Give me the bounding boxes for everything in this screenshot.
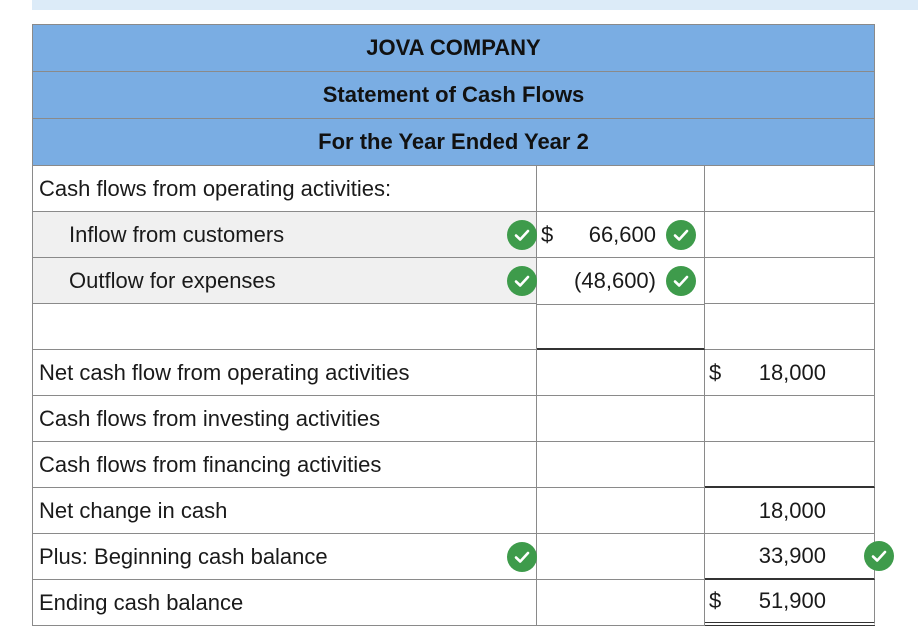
label-cell[interactable] bbox=[32, 304, 537, 350]
amount-cell[interactable]: (48,600) bbox=[537, 258, 705, 304]
row-net-change: Net change in cash 18,000 bbox=[32, 488, 875, 534]
total-cell[interactable] bbox=[705, 166, 875, 212]
row-outflow: Outflow for expenses (48,600) bbox=[32, 258, 875, 304]
total-cell[interactable]: 18,000 bbox=[705, 488, 875, 534]
company-name: JOVA COMPANY bbox=[32, 24, 875, 71]
amount-cell[interactable] bbox=[537, 350, 705, 396]
row-empty bbox=[32, 304, 875, 350]
label-cell[interactable]: Inflow from customers bbox=[32, 212, 537, 258]
beginning-amount: 33,900 bbox=[758, 543, 826, 568]
label-cell[interactable]: Net cash flow from operating activities bbox=[32, 350, 537, 396]
dollar-sign: $ bbox=[709, 588, 722, 613]
checkmark-icon bbox=[507, 265, 537, 296]
label-cell[interactable]: Ending cash balance bbox=[32, 580, 537, 626]
ending-label: Ending cash balance bbox=[39, 589, 244, 615]
checkmark-icon bbox=[507, 219, 537, 250]
amount-cell[interactable] bbox=[537, 442, 705, 488]
total-cell[interactable] bbox=[705, 442, 875, 488]
row-net-operating: Net cash flow from operating activities … bbox=[32, 350, 875, 396]
total-cell[interactable] bbox=[705, 304, 875, 350]
dollar-sign: $ bbox=[541, 221, 554, 247]
statement-title: Statement of Cash Flows bbox=[32, 71, 875, 118]
label-cell[interactable]: Cash flows from operating activities: bbox=[32, 166, 537, 212]
row-financing: Cash flows from financing activities bbox=[32, 442, 875, 488]
amount-cell[interactable] bbox=[537, 304, 705, 350]
outflow-amount: (48,600) bbox=[574, 268, 656, 293]
ending-amount: 51,900 bbox=[758, 588, 826, 613]
net-operating-amount: 18,000 bbox=[758, 359, 826, 385]
label-cell[interactable]: Net change in cash bbox=[32, 488, 537, 534]
net-operating-label: Net cash flow from operating activities bbox=[39, 359, 410, 385]
label-cell[interactable]: Outflow for expenses bbox=[32, 258, 537, 304]
beginning-label: Plus: Beginning cash balance bbox=[39, 543, 328, 569]
total-cell[interactable] bbox=[705, 258, 875, 304]
row-beginning-balance: Plus: Beginning cash balance 33,900 bbox=[32, 534, 894, 580]
checkmark-icon bbox=[507, 541, 537, 572]
checkmark-icon bbox=[864, 541, 894, 571]
amount-cell[interactable] bbox=[537, 396, 705, 442]
total-cell[interactable]: $ 51,900 bbox=[705, 580, 875, 626]
inflow-amount: 66,600 bbox=[588, 221, 656, 247]
amount-cell[interactable] bbox=[537, 166, 705, 212]
row-investing: Cash flows from investing activities bbox=[32, 396, 875, 442]
label-cell[interactable]: Cash flows from financing activities bbox=[32, 442, 537, 488]
checkmark-icon bbox=[666, 219, 696, 250]
amount-cell[interactable]: $ 66,600 bbox=[537, 212, 705, 258]
dollar-sign: $ bbox=[709, 359, 722, 385]
row-inflow: Inflow from customers $ 66,600 bbox=[32, 212, 875, 258]
investing-label: Cash flows from investing activities bbox=[39, 405, 381, 431]
net-change-label: Net change in cash bbox=[39, 497, 228, 523]
operating-heading-label: Cash flows from operating activities: bbox=[39, 175, 392, 201]
amount-cell[interactable] bbox=[537, 534, 705, 580]
top-band bbox=[32, 0, 918, 10]
label-cell[interactable]: Cash flows from investing activities bbox=[32, 396, 537, 442]
financing-label: Cash flows from financing activities bbox=[39, 451, 382, 477]
outflow-label: Outflow for expenses bbox=[69, 267, 276, 293]
net-change-amount: 18,000 bbox=[758, 497, 826, 523]
statement-period: For the Year Ended Year 2 bbox=[32, 118, 875, 166]
label-cell[interactable]: Plus: Beginning cash balance bbox=[32, 534, 537, 580]
checkmark-icon bbox=[666, 266, 696, 296]
inflow-label: Inflow from customers bbox=[69, 221, 285, 247]
total-cell[interactable] bbox=[705, 212, 875, 258]
amount-cell[interactable] bbox=[537, 580, 705, 626]
total-cell[interactable]: $ 18,000 bbox=[705, 350, 875, 396]
row-operating-heading: Cash flows from operating activities: bbox=[32, 166, 875, 212]
cash-flow-statement: JOVA COMPANY Statement of Cash Flows For… bbox=[32, 24, 894, 626]
amount-cell[interactable] bbox=[537, 488, 705, 534]
total-cell[interactable] bbox=[705, 396, 875, 442]
row-ending-balance: Ending cash balance $ 51,900 bbox=[32, 580, 875, 626]
total-cell[interactable]: 33,900 bbox=[705, 534, 894, 580]
